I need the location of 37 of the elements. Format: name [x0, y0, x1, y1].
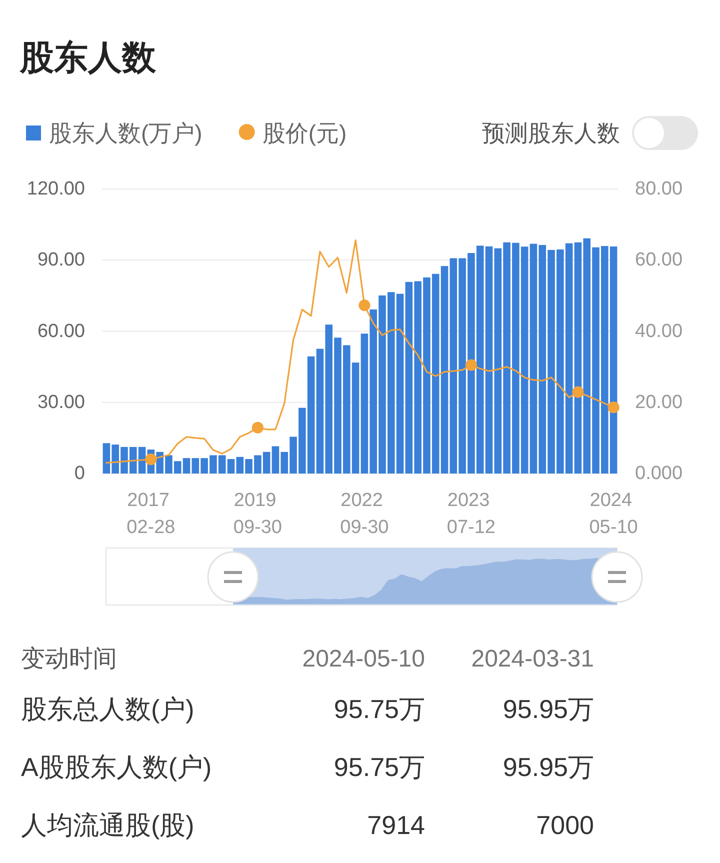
x-tick-label: 2023 07-12	[446, 490, 496, 538]
point	[465, 359, 478, 371]
x-tick-label: 2022 09-30	[340, 490, 389, 538]
point	[358, 299, 370, 312]
legend-label: 股价(元)	[262, 120, 347, 146]
x-tick-label: 2017 02-28	[126, 490, 176, 538]
y-tick-label: 30.00	[37, 392, 85, 413]
text: 95.75万	[334, 752, 425, 782]
point	[572, 386, 584, 398]
point	[145, 453, 157, 466]
text: 95.95万	[502, 694, 594, 724]
text: 2024-03-31	[471, 646, 594, 672]
text: 2024-05-10	[302, 646, 425, 672]
text: 7000	[536, 810, 594, 840]
text: 95.95万	[502, 752, 594, 782]
y-tick-label: 0	[74, 463, 85, 484]
y2-tick-label: 80.00	[635, 178, 683, 200]
legend-label: 股东人数(万户)	[49, 120, 202, 146]
text: A股股东人数(户)	[21, 752, 212, 782]
y2-tick-label: 60.00	[635, 250, 683, 271]
y-tick-label: 90.00	[37, 250, 85, 271]
point	[608, 402, 620, 414]
chart-title: 股东人数	[19, 39, 157, 77]
y2-tick-label: 40.00	[635, 320, 683, 342]
point	[252, 422, 264, 434]
y2-tick-label: 0.000	[635, 463, 683, 484]
x-tick-label: 2024 05-10	[589, 490, 638, 538]
text: 95.75万	[334, 694, 425, 724]
text: 7914	[367, 810, 425, 840]
x-tick-label: 2019 09-30	[233, 490, 282, 538]
y-tick-label: 60.00	[37, 320, 85, 342]
text: 人均流通股(股)	[21, 810, 194, 840]
text: 股东总人数(户)	[21, 694, 194, 724]
y2-tick-label: 20.00	[635, 392, 683, 413]
y-tick-label: 120.00	[26, 178, 85, 200]
text: 预测股东人数	[482, 120, 620, 146]
text: 变动时间	[21, 646, 117, 672]
